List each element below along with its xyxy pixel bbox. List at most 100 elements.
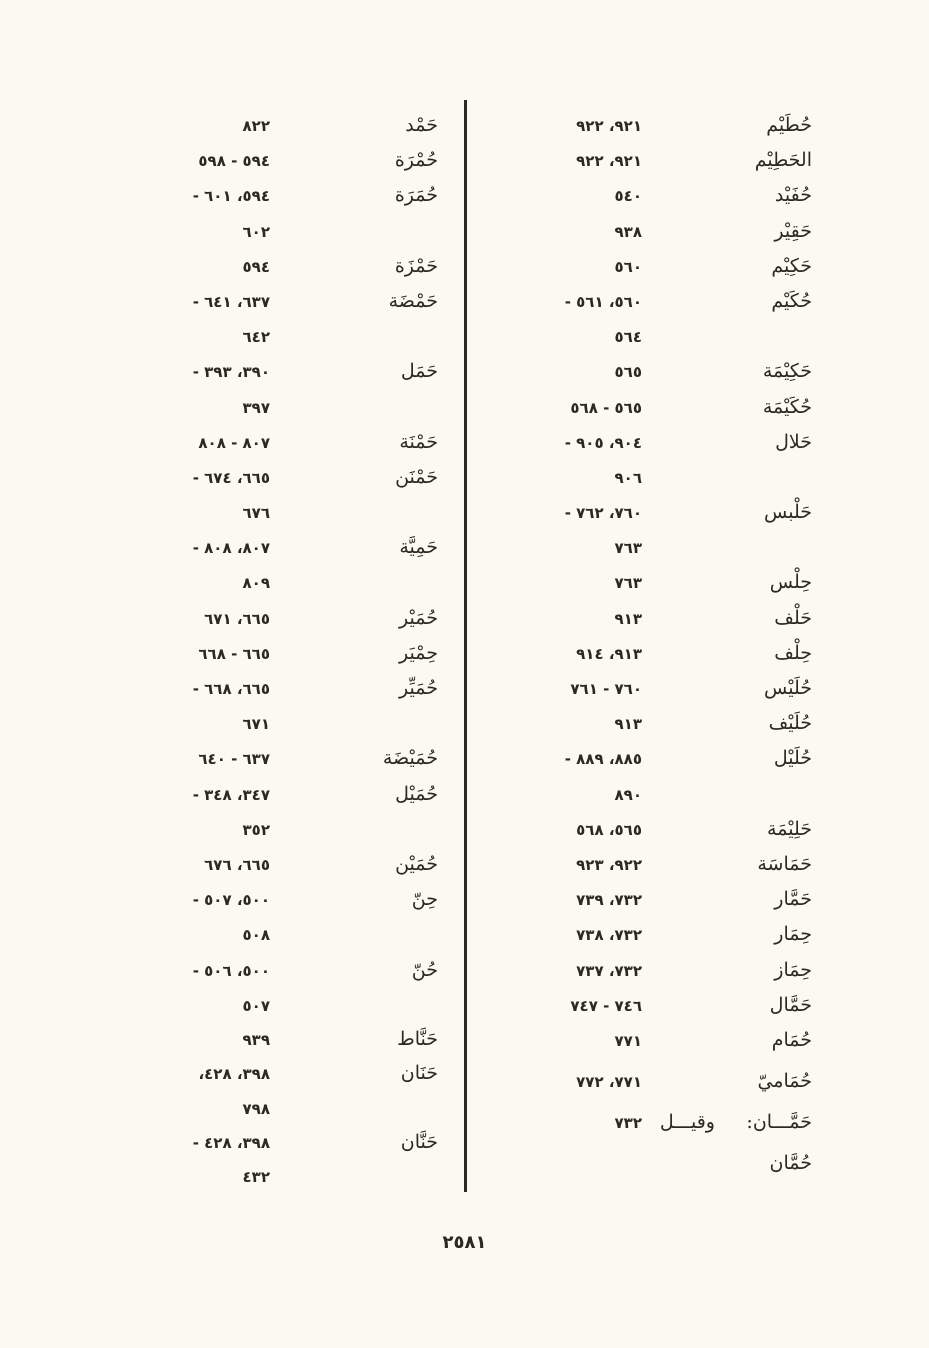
index-entry: ٥٠٨ [100,923,438,958]
entry-pages: ٥٠٨ [242,926,270,945]
index-entry: حَمَل ٣٩٠، ٣٩٣ - [100,360,438,395]
entry-pages: ٩٢١، ٩٢٢ [576,152,642,171]
index-column-right: حُطَيْم ٩٢١، ٩٢٢ الحَطِيْم ٩٢١، ٩٢٢ حُفَيْد ٥… [470,114,812,1193]
index-entry: حُمَيْر ٦٦٥، ٦٧١ [100,607,438,642]
index-entry: حَلِيْمَة ٥٦٥، ٥٦٨ [470,818,812,853]
entry-term: حُكَيْمَة [762,395,812,418]
entry-pages: ٩٢٢، ٩٢٣ [576,855,642,874]
entry-pages: ٦٦٥، ٦٧٤ - [192,468,270,487]
entry-pages: ٦٣٧ - ٦٤٠ [198,750,270,769]
index-entry: حَمْنَن ٦٦٥، ٦٧٤ - [100,466,438,501]
entry-term: حُمَرَة [394,184,438,207]
entry-pages: ٧٦٠، ٧٦٢ - [564,504,642,523]
index-entry: حُكَيْم ٥٦٠، ٥٦١ - [470,290,812,325]
entry-pages: ٦٦٥، ٦٦٨ - [192,680,270,698]
entry-pages: ٨٠٧ - ٨٠٨ [198,433,270,452]
entry-term: حَلال [775,430,812,453]
column-divider [464,100,467,1192]
index-entry: حُمْرَة ٥٩٤ - ٥٩٨ [100,149,438,184]
entry-pages: ٦٠٢ [242,222,270,241]
entry-pages: ٧٦٠ - ٧٦١ [570,680,642,698]
index-column-left: حَمْد ٨٢٢ حُمْرَة ٥٩٤ - ٥٩٨ حُمَرَة ٥٩٤، ٦٠١ … [100,114,438,1199]
entry-pages: ٩١٣ [614,715,642,734]
index-entry: حُلَيْل ٨٨٥، ٨٨٩ - [470,747,812,782]
index-entry: حَمَّـــان: وقيـــل ٧٣٢ [470,1111,812,1152]
entry-term: حَلْبس [764,501,812,524]
entry-pages: ٩١٣ [614,609,642,628]
entry-pages: ٨٢٢ [242,117,270,135]
entry-term: حُنّ [411,958,438,981]
entry-pages: ٥٠٠، ٥٠٧ - [192,891,270,910]
entry-pages: ٣٥٢ [242,820,270,839]
index-entry: ٨٩٠ [470,783,812,818]
entry-pages: ٨٨٥، ٨٨٩ - [564,750,642,769]
index-entry: ٧٦٣ [470,536,812,571]
entry-pages: ٨٠٩ [242,574,270,593]
entry-term: حَمَّـــان: [746,1110,812,1133]
entry-term: حَنَان [400,1062,438,1085]
entry-term: حُمَيْضَة [382,747,438,770]
index-entry: حِمَار ٧٣٢، ٧٣٨ [470,923,812,958]
entry-pages: ٥٦٠ [614,257,642,276]
entry-pages: ٣٩٨، ٤٢٨، [198,1065,270,1084]
entry-term: حَمَّال [769,993,812,1016]
entry-pages: ٥٩٤، ٦٠١ - [192,187,270,206]
entry-pages: ٩٣٨ [614,222,642,241]
entry-pages: ٧٣٢، ٧٣٧ [576,961,642,980]
entry-pages: ٧٣٢، ٧٣٩ [576,891,642,910]
entry-pages: ٧٣٢ [614,1113,642,1132]
entry-pages: ٦٣٧، ٦٤١ - [192,292,270,311]
index-entry: حِمَاز ٧٣٢، ٧٣٧ [470,959,812,994]
entry-pages: ٥٦٥ [614,363,642,382]
entry-term: حَنَّاط [397,1027,438,1050]
entry-pages: ٣٩٠، ٣٩٣ - [192,363,270,382]
entry-pages: ٤٣٢ [242,1168,270,1187]
entry-pages: ٧٣٢، ٧٣٨ [576,926,642,945]
entry-term: حُمَّان [769,1151,812,1174]
entry-term: حِلْس [769,571,812,594]
entry-term: حَنَّان [400,1130,438,1153]
index-entry: حَمْد ٨٢٢ [100,114,438,149]
index-entry: ٥٦٤ [470,325,812,360]
index-entry: حُمَام ٧٧١ [470,1029,812,1070]
entry-term: حِمْيَر [399,641,438,664]
index-entry: حُلَيْس ٧٦٠ - ٧٦١ [470,677,812,712]
entry-pages: ٥٩٤ - ٥٩٨ [198,152,270,171]
entry-pages: ٥٠٠، ٥٠٦ - [192,961,270,980]
index-entry: حُمَرَة ٥٩٤، ٦٠١ - [100,184,438,219]
entry-term: حِلْف [774,641,812,664]
entry-term: حَقِيْر [774,219,812,242]
entry-pages: ٣٩٧ [242,398,270,417]
entry-term: حَمَّار [774,888,812,911]
entry-term: حُمَيِّر [399,677,438,699]
index-entry: حُمَيِّر ٦٦٥، ٦٦٨ - [100,677,438,712]
entry-pages: ٣٤٧، ٣٤٨ - [192,785,270,804]
index-entry: حُنّ ٥٠٠، ٥٠٦ - [100,959,438,994]
entry-term: حُمَام [771,1028,812,1051]
entry-term: حِمَاز [774,958,812,981]
entry-pages: ٥٦٥، ٥٦٨ [576,820,642,839]
entry-term: حَمَل [400,360,438,383]
entry-pages: ٧٤٦ - ٧٤٧ [570,996,642,1015]
index-entry: ٣٥٢ [100,818,438,853]
entry-pages: ٣٩٨، ٤٢٨ - [192,1133,270,1152]
entry-term: حُلَيْس [764,677,812,699]
entry-term: الحَطِيْم [754,149,812,172]
entry-term: حَكِيْم [771,254,812,277]
entry-pages: ٥٤٠ [614,187,642,206]
entry-term: حَمْنَن [395,465,438,488]
entry-term: حَمْضَة [388,289,438,312]
index-entry: ٦٧١ [100,712,438,747]
entry-pages: ٧٩٨ [242,1099,270,1118]
index-entry: حُمَاميّ ٧٧١، ٧٧٢ [470,1070,812,1111]
entry-pages: ٥٠٧ [242,996,270,1015]
entry-pages: ٨٠٧، ٨٠٨ - [192,539,270,558]
entry-term: حُمَاميّ [757,1069,812,1092]
entry-pages: ٥٦٥ - ٥٦٨ [570,398,642,417]
entry-term: حُفَيْد [774,184,812,207]
index-entry: ٨٠٩ [100,571,438,606]
index-entry: حُكَيْمَة ٥٦٥ - ٥٦٨ [470,396,812,431]
index-entry: حِلْف ٩١٣، ٩١٤ [470,642,812,677]
index-entry: ٦٤٢ [100,325,438,360]
entry-term: حُمْرَة [394,149,438,172]
